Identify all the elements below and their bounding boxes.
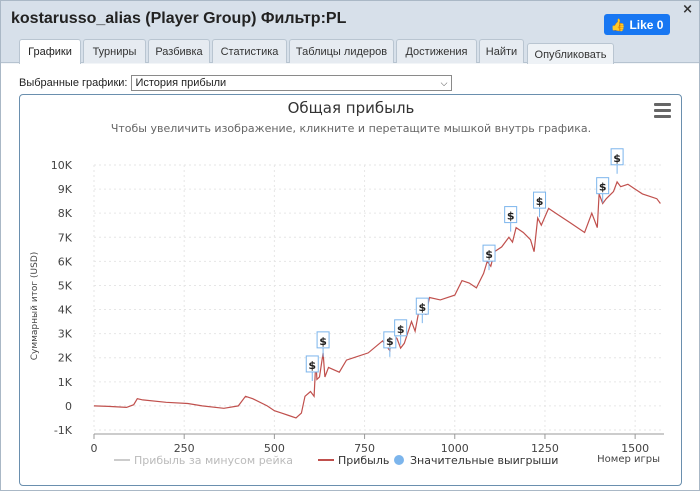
tab-statistics[interactable]: Статистика <box>212 39 287 63</box>
fb-like-label: Like 0 <box>629 17 664 32</box>
y-tick-label: 3K <box>58 328 73 341</box>
thumbs-up-icon: 👍 <box>610 17 626 32</box>
y-tick-label: -1K <box>54 424 73 437</box>
content-panel: Выбранные графики: История прибыли ⌵ Общ… <box>1 64 699 490</box>
profit-chart[interactable]: Общая прибыль Чтобы увеличить изображени… <box>20 95 681 485</box>
tab-graphs[interactable]: Графики <box>19 39 81 64</box>
y-tick-label: 2K <box>58 352 73 365</box>
chart-select[interactable]: История прибыли ⌵ <box>131 75 453 91</box>
y-tick-label: 0 <box>65 400 72 413</box>
x-tick-label: 1000 <box>441 442 469 455</box>
y-tick-label: 7K <box>58 231 73 244</box>
big-win-flag: $ <box>394 319 408 345</box>
x-axis-ticks: 0 250 500 750 1000 1250 1500 <box>91 433 664 455</box>
legend-profit-label[interactable]: Прибыль <box>338 454 389 467</box>
facebook-like-button[interactable]: 👍 Like 0 <box>604 14 670 35</box>
y-tick-label: 8K <box>58 207 73 220</box>
x-tick-label: 0 <box>91 442 98 455</box>
tab-leaderboards[interactable]: Таблицы лидеров <box>289 39 394 63</box>
y-axis-ticks: -1K 0 1K 2K 3K 4K 5K 6K 7K 8K 9K 10K <box>51 159 73 437</box>
flag-dollar-icon: $ <box>507 210 515 223</box>
legend-bigwin-swatch <box>394 455 404 465</box>
grid <box>93 164 664 431</box>
y-tick-label: 9K <box>58 183 73 196</box>
legend-bigwin-label[interactable]: Значительные выигрыши <box>410 454 558 467</box>
big-win-flag: $ <box>596 177 610 203</box>
tab-achievements[interactable]: Достижения <box>396 39 477 63</box>
big-win-flag: $ <box>383 331 397 357</box>
big-win-flag: $ <box>316 331 330 357</box>
hamburger-menu-icon[interactable] <box>654 103 671 121</box>
flag-dollar-icon: $ <box>386 335 394 348</box>
big-win-flag: $ <box>415 297 429 324</box>
big-win-flags: $$ $$$$$$$$ <box>305 148 624 381</box>
x-tick-label: 500 <box>264 442 285 455</box>
x-tick-label: 250 <box>174 442 195 455</box>
flag-dollar-icon: $ <box>397 323 405 336</box>
y-tick-label: 5K <box>58 279 73 292</box>
flag-dollar-icon: $ <box>308 359 316 372</box>
big-win-flag: $ <box>305 355 319 381</box>
y-axis-label: Суммарный итог (USD) <box>30 252 40 361</box>
x-tick-label: 1500 <box>621 442 649 455</box>
flag-dollar-icon: $ <box>418 301 426 314</box>
chevron-down-icon: ⌵ <box>440 77 448 88</box>
big-win-flag: $ <box>504 206 518 232</box>
x-axis-label: Номер игры <box>597 454 660 465</box>
chart-selector-label: Выбранные графики: <box>19 77 128 89</box>
flag-box <box>415 297 429 315</box>
y-tick-label: 10K <box>51 159 73 172</box>
x-tick-label: 750 <box>354 442 375 455</box>
tab-tournaments[interactable]: Турниры <box>83 39 146 63</box>
flag-dollar-icon: $ <box>319 335 327 348</box>
profit-series-line <box>93 180 661 419</box>
chart-container: Общая прибыль Чтобы увеличить изображени… <box>19 94 682 486</box>
big-win-flag: $ <box>610 148 624 174</box>
flag-dollar-icon: $ <box>485 248 493 261</box>
flag-dollar-icon: $ <box>536 195 544 208</box>
window-title: kostarusso_alias (Player Group) Фильтр:P… <box>11 10 347 27</box>
title-bar: kostarusso_alias (Player Group) Фильтр:P… <box>1 1 699 65</box>
flag-dollar-icon: $ <box>613 152 621 165</box>
big-win-flag: $ <box>533 191 547 218</box>
tab-publish[interactable]: Опубликовать <box>527 43 614 65</box>
tab-breakdown[interactable]: Разбивка <box>148 39 210 63</box>
flag-box <box>482 244 496 262</box>
y-tick-label: 1K <box>58 376 73 389</box>
close-icon[interactable]: × <box>682 2 693 17</box>
flag-dollar-icon: $ <box>599 181 607 194</box>
chart-selector-row: Выбранные графики: История прибыли ⌵ <box>19 75 453 91</box>
y-tick-label: 6K <box>58 255 73 268</box>
flag-box <box>533 191 547 209</box>
chart-select-value: История прибыли <box>135 77 227 89</box>
x-tick-label: 1250 <box>531 442 559 455</box>
tab-find[interactable]: Найти <box>479 39 524 63</box>
legend-rake-label[interactable]: Прибыль за минусом рейка <box>134 454 293 467</box>
legend: Прибыль за минусом рейка Прибыль Значите… <box>114 454 558 467</box>
chart-subtitle: Чтобы увеличить изображение, кликните и … <box>111 122 591 135</box>
big-win-flag: $ <box>482 244 496 271</box>
y-tick-label: 4K <box>58 304 73 317</box>
chart-title: Общая прибыль <box>288 99 415 117</box>
